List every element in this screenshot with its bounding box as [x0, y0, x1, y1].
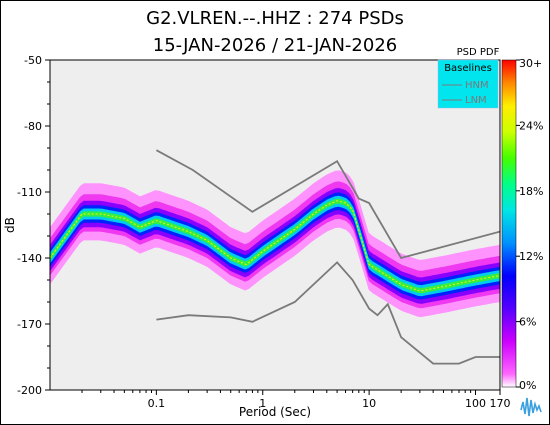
y-tick-label: -110 — [17, 186, 42, 199]
legend-item-lnm: LNM — [465, 95, 487, 106]
colorbar-tick-label: 30+ — [519, 57, 542, 70]
colorbar-title: PSD PDF — [457, 47, 500, 58]
colorbar-tick-label: 6% — [519, 316, 536, 329]
x-tick-label: 170 — [490, 397, 511, 410]
x-tick-label: 0.1 — [148, 397, 166, 410]
x-tick-label: 100 — [465, 397, 486, 410]
x-tick-label: 1 — [259, 397, 266, 410]
y-axis: -50 -80 -110 -140 -170 -200 — [17, 54, 50, 397]
y-tick-label: -80 — [24, 120, 42, 133]
plot-border — [49, 59, 501, 391]
x-axis: 0.1 1 10 100 170 — [81, 390, 511, 410]
y-tick-label: -140 — [17, 252, 42, 265]
legend: Baselines HNM LNM — [437, 59, 499, 109]
colorbar-tick-label: 0% — [519, 379, 536, 392]
chart-subtitle: 15-JAN-2026 / 21-JAN-2026 — [153, 35, 397, 56]
y-tick-label: -170 — [17, 318, 42, 331]
baseline-lnm — [156, 261, 500, 365]
x-axis-label: Period (Sec) — [239, 405, 311, 419]
colorbar-gradient — [501, 59, 517, 388]
pdf-density-band — [50, 170, 500, 318]
chart-title: G2.VLREN.--.HHZ : 274 PSDs — [146, 8, 404, 29]
legend-item-hnm: HNM — [465, 80, 489, 91]
x-tick-label: 10 — [362, 397, 376, 410]
legend-title: Baselines — [444, 63, 492, 74]
colorbar-tick-label: 12% — [519, 250, 543, 263]
baseline-hnm — [155, 149, 500, 260]
y-tick-label: -200 — [17, 384, 42, 397]
y-axis-label: dB — [3, 217, 17, 233]
colorbar-tick-label: 18% — [519, 185, 543, 198]
y-tick-label: -50 — [24, 54, 42, 67]
pdf-mode-line — [50, 200, 500, 292]
logo-icon — [520, 397, 542, 417]
baseline-curves — [155, 149, 500, 365]
colorbar: PSD PDF 30+ 24% 18% 12% 6% 0% — [457, 47, 544, 392]
pdf-layer-green — [50, 198, 500, 294]
colorbar-tick-label: 24% — [519, 119, 543, 132]
